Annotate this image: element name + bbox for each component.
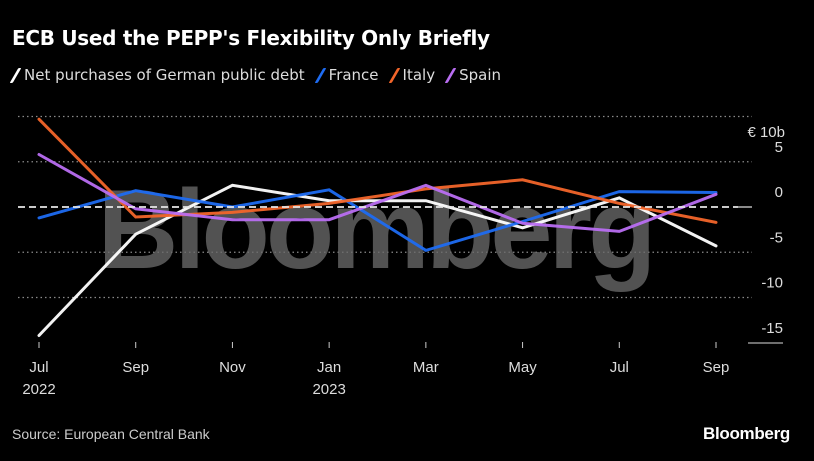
legend-item-italy: Italy xyxy=(388,66,436,84)
series-line-france xyxy=(37,188,718,253)
watermark-text: Bloomberg xyxy=(97,167,652,292)
y-tick-label: 0 xyxy=(775,184,783,201)
legend-label-italy: Italy xyxy=(402,66,436,84)
x-tick-label: Jul xyxy=(610,359,629,376)
legend-item-spain: Spain xyxy=(444,66,502,84)
axes: 5 0 -5 -10 -15 € 10b Jul 2022 Sep Nov Jan 2023 Mar Ma… xyxy=(18,124,785,398)
series-line-italy xyxy=(37,117,718,224)
x-tick-label: May xyxy=(508,359,537,376)
y-tick-label: 5 xyxy=(775,139,783,156)
series-line-debt xyxy=(37,183,718,337)
x-tick-label: Jan xyxy=(317,359,341,376)
watermark: Bloomberg xyxy=(97,167,656,292)
y-tick-label: -15 xyxy=(761,320,783,337)
series-lines xyxy=(37,117,718,337)
x-tick-label: Sep xyxy=(703,359,730,376)
y-tick-label: -10 xyxy=(761,275,783,292)
legend-label-france: France xyxy=(328,66,379,84)
x-tick-label: Jul xyxy=(29,359,48,376)
chart-title: ECB Used the PEPP's Flexibility Only Bri… xyxy=(12,26,490,50)
legend: Net purchases of German public debt Fran… xyxy=(9,66,502,84)
x-tick-label: Mar xyxy=(413,359,439,376)
brand-logo: Bloomberg xyxy=(702,424,790,443)
y-tick-label: -5 xyxy=(770,229,783,246)
x-tick-label: Nov xyxy=(219,359,246,376)
series-line-spain xyxy=(37,153,718,233)
source-note: Source: European Central Bank xyxy=(12,426,210,442)
legend-item-france: France xyxy=(314,66,379,84)
legend-label-spain: Spain xyxy=(459,66,502,84)
legend-label-germany: Net purchases of German public debt xyxy=(24,66,305,84)
x-tick-year-label: 2022 xyxy=(22,381,55,398)
x-tick-label: Sep xyxy=(122,359,149,376)
gridlines xyxy=(18,115,752,299)
y-unit-label: € 10b xyxy=(747,124,785,141)
x-tick-year-label: 2023 xyxy=(312,381,345,398)
legend-item-germany: Net purchases of German public debt xyxy=(9,66,305,84)
